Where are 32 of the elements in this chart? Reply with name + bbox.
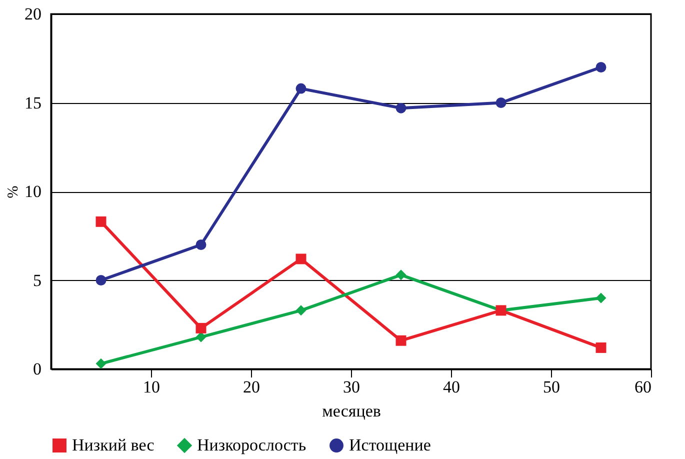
point [296, 305, 306, 316]
point [396, 270, 406, 280]
x-tick-label: 60 [634, 378, 652, 396]
point [396, 335, 406, 346]
x-tick-label: 30 [343, 378, 360, 396]
point [596, 62, 606, 72]
point [296, 83, 306, 94]
point [396, 102, 406, 114]
y-tick-label: 15 [24, 93, 42, 112]
x-tick-label: 20 [243, 378, 260, 396]
y-tick-label: 0 [33, 360, 42, 378]
point [96, 358, 106, 369]
point [96, 216, 106, 227]
legend-label: Низкорослость [197, 436, 306, 455]
y-tick-label: 5 [33, 270, 42, 290]
point [296, 254, 306, 264]
point [596, 342, 606, 353]
point [596, 292, 606, 304]
x-tick-label: 40 [443, 378, 460, 396]
y-tick-label: 20 [24, 4, 42, 24]
point [196, 240, 206, 250]
legend-label: Низкий вес [72, 436, 155, 455]
point [96, 275, 106, 286]
x-axis-title: месяцев [322, 402, 381, 420]
legend-label: Истощение [349, 436, 431, 455]
x-tick-label: 10 [143, 378, 160, 396]
point [496, 98, 506, 108]
x-tick-label: 50 [543, 378, 560, 396]
y-axis-title: % [6, 186, 22, 198]
y-tick-label: 10 [24, 182, 42, 201]
point [196, 332, 206, 342]
point [196, 322, 206, 334]
